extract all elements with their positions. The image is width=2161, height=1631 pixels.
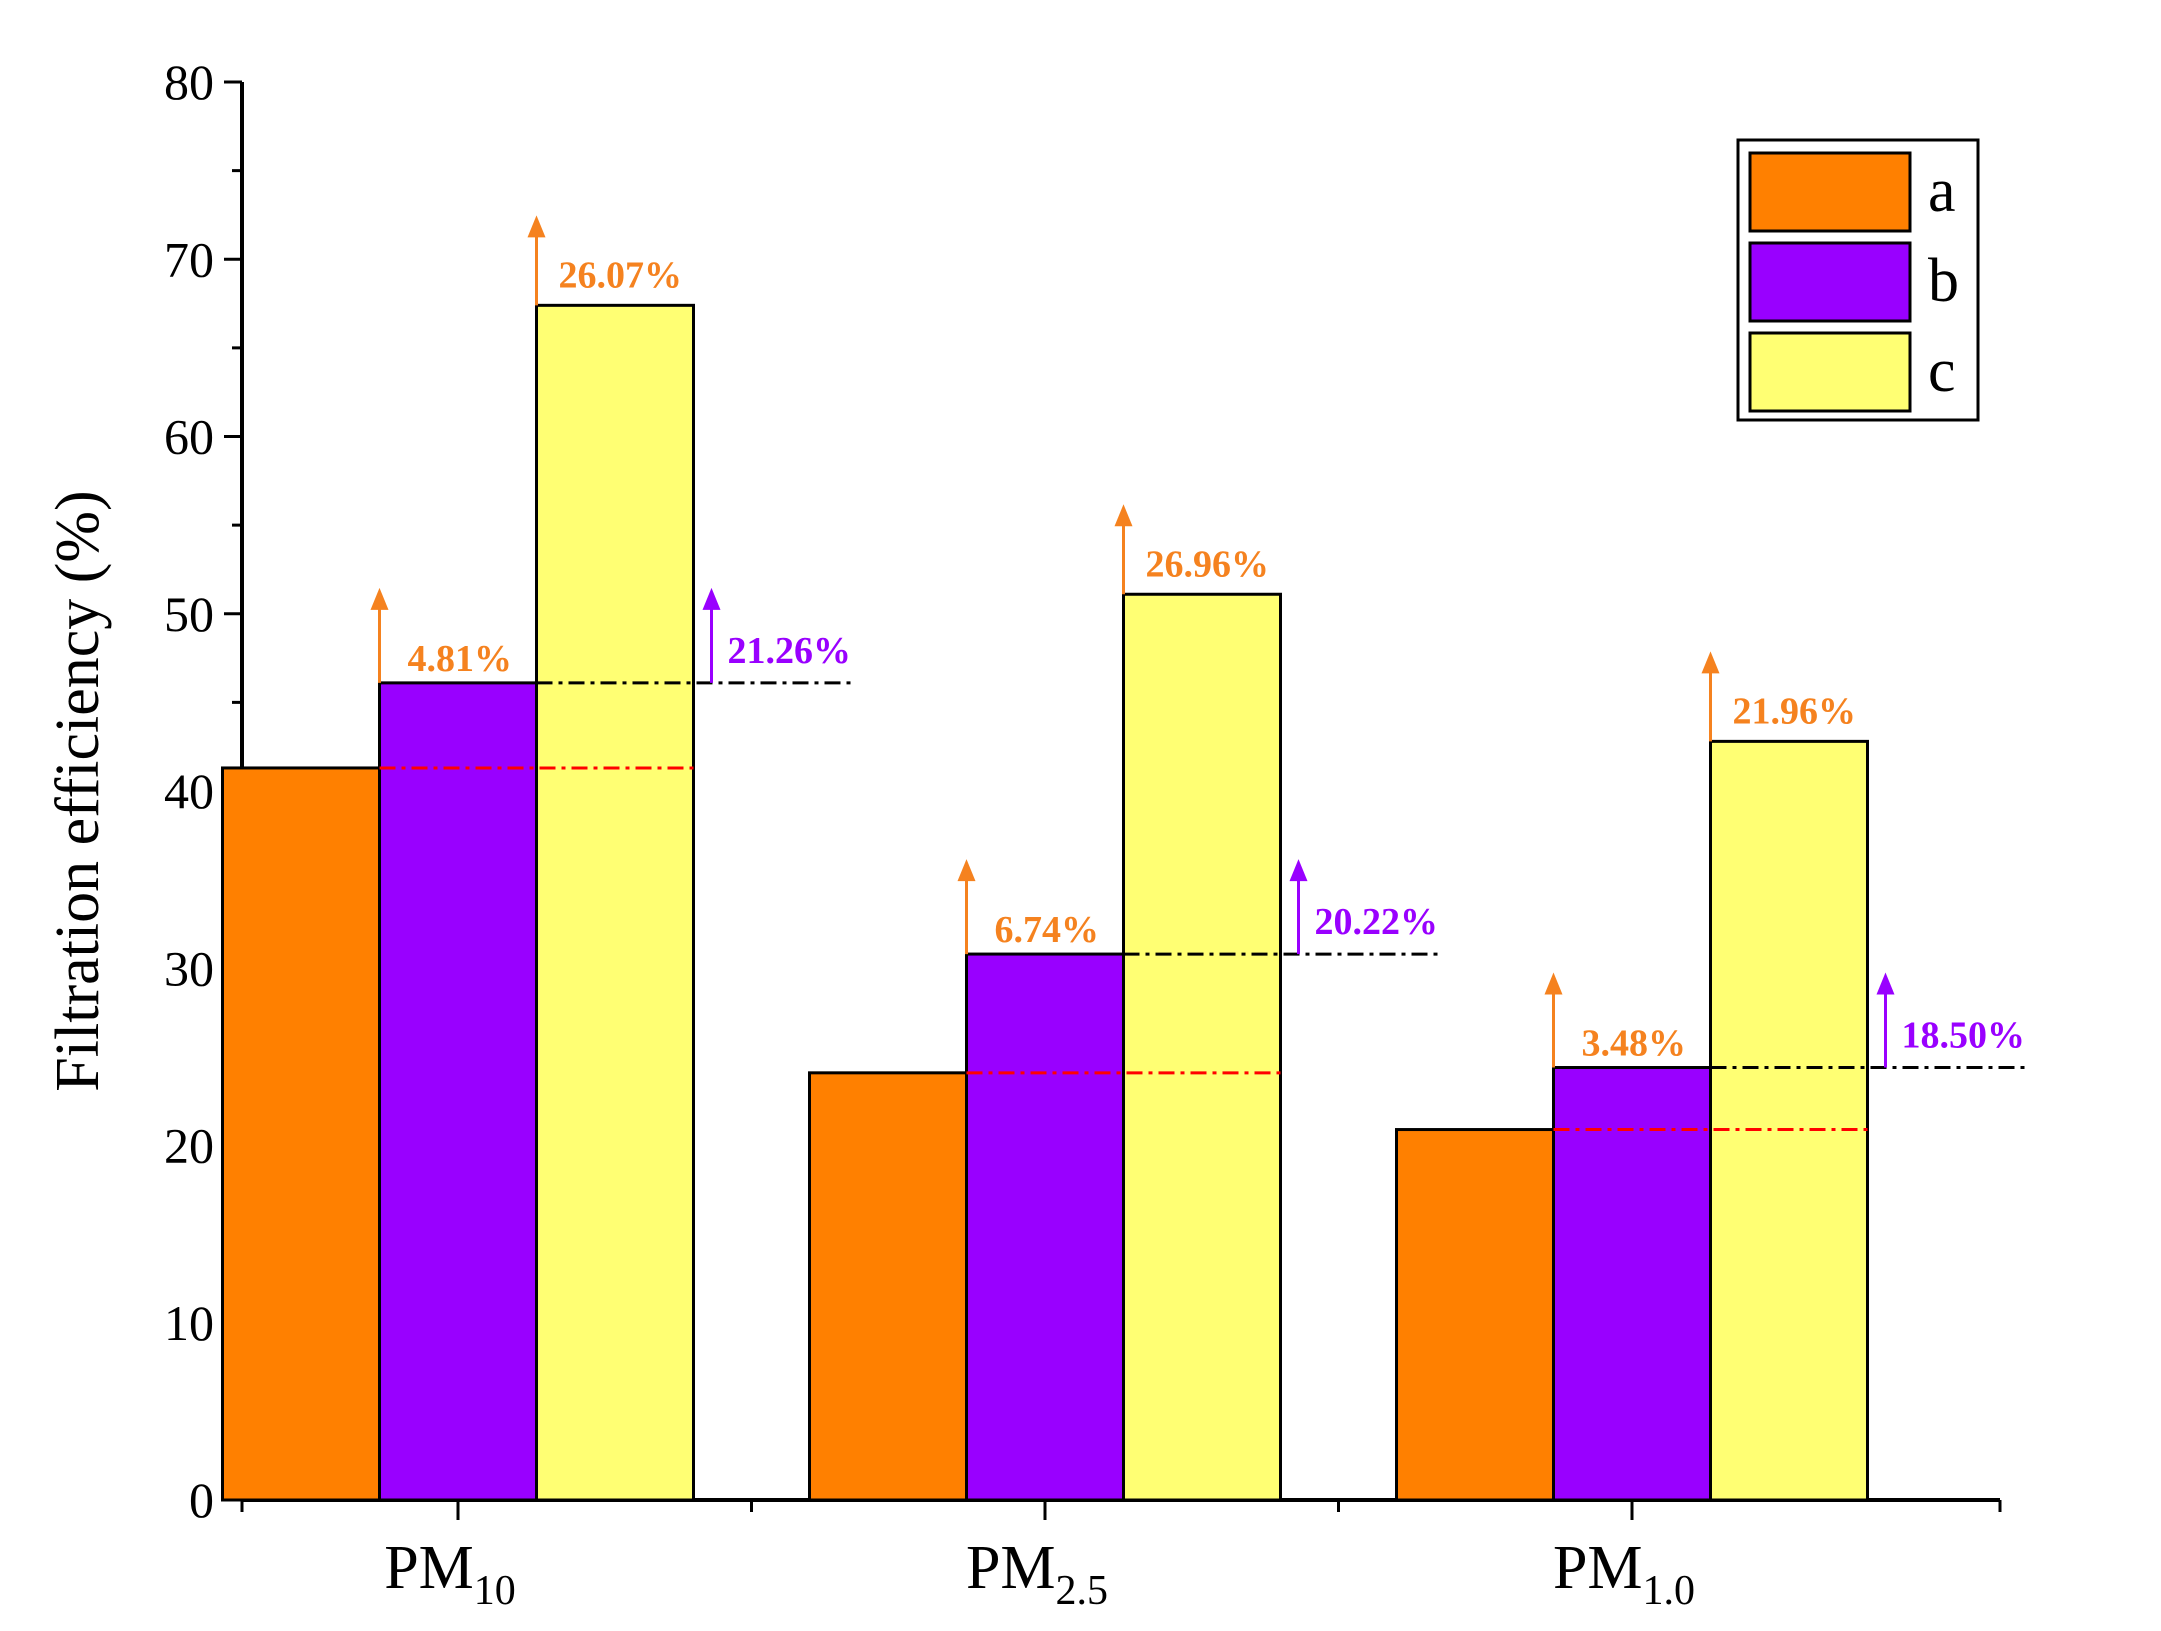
y-tick-label: 30 [164, 940, 214, 996]
bar-c-1 [1122, 592, 1282, 1502]
arrow-b-to-c-1-head [1289, 859, 1308, 882]
arrow-a-to-b-0-head [370, 587, 389, 610]
x-tick-label-1: PM2.5 [966, 1534, 1108, 1614]
category-subscript: 1.0 [1643, 1568, 1696, 1614]
legend-label-b: b [1928, 247, 1959, 315]
y-tick-label: 20 [164, 1118, 214, 1174]
annotation-a-to-c-0: 26.07% [559, 254, 683, 296]
legend-swatch-a [1748, 151, 1912, 233]
annotation-a-to-b-2: 3.48% [1582, 1023, 1687, 1065]
arrow-a-to-c-2-head [1701, 651, 1720, 674]
category-base: PM [1553, 1534, 1643, 1602]
bar-c-2 [1709, 739, 1869, 1502]
annotation-b-to-c-2: 18.50% [1902, 1015, 2026, 1057]
bar-a-1 [808, 1071, 968, 1502]
reference-lines [379, 681, 2026, 1132]
legend-swatch-b [1748, 241, 1912, 323]
arrow-a-to-c-0-head [527, 215, 546, 238]
annotation-a-to-c-1: 26.96% [1146, 543, 1270, 585]
bar-a-2 [1395, 1128, 1555, 1502]
bar-a-0 [221, 766, 381, 1502]
category-base: PM [966, 1534, 1056, 1602]
y-tick-label: 50 [164, 586, 214, 642]
category-subscript: 2.5 [1056, 1568, 1109, 1614]
x-tick-label-2: PM1.0 [1553, 1534, 1695, 1614]
y-tick-label: 0 [189, 1472, 214, 1528]
y-tick-label: 70 [164, 231, 214, 287]
legend: abc [1736, 138, 1980, 422]
annotations: 26.07% 4.81% 21.26% 26.96% 6.74% 20.22% 21.96%… [370, 215, 2026, 1068]
bar-b-0 [378, 681, 538, 1502]
bars [221, 303, 1869, 1502]
arrow-b-to-c-2-head [1876, 972, 1895, 995]
y-tick-label: 40 [164, 763, 214, 819]
legend-swatch-c [1748, 331, 1912, 413]
category-subscript: 10 [474, 1568, 516, 1614]
arrow-a-to-b-2-head [1544, 972, 1563, 995]
legend-label-a: a [1928, 157, 1956, 225]
annotation-a-to-c-2: 21.96% [1733, 690, 1857, 732]
bar-b-2 [1552, 1066, 1712, 1502]
arrow-a-to-c-1-head [1114, 504, 1133, 527]
category-base: PM [384, 1534, 474, 1602]
bar-c-0 [535, 303, 695, 1502]
y-tick-label: 10 [164, 1295, 214, 1351]
x-tick-label-0: PM10 [384, 1534, 516, 1614]
bar-b-1 [965, 952, 1125, 1502]
y-tick-label: 60 [164, 409, 214, 465]
y-axis-title: Filtration efficiency (%) [44, 490, 112, 1091]
legend-label-c: c [1928, 337, 1956, 405]
annotation-a-to-b-1: 6.74% [995, 909, 1100, 951]
arrow-b-to-c-0-head [702, 587, 721, 610]
arrow-a-to-b-1-head [957, 859, 976, 882]
annotation-b-to-c-1: 20.22% [1315, 901, 1439, 943]
y-tick-label: 80 [164, 54, 214, 110]
annotation-a-to-b-0: 4.81% [408, 638, 513, 680]
annotation-b-to-c-0: 21.26% [728, 630, 852, 672]
